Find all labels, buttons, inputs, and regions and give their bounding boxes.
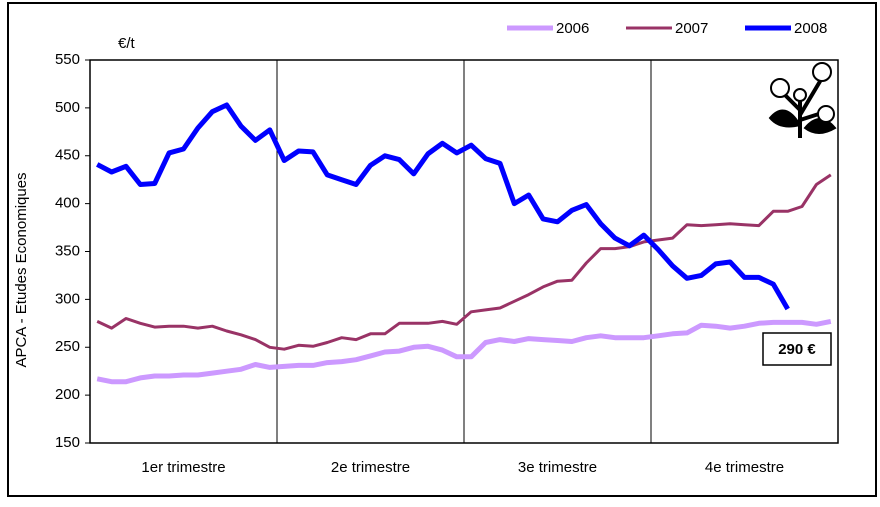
annotation: 290 € (778, 341, 816, 358)
x-tick-label: 1er trimestre (141, 459, 225, 476)
frame (8, 3, 876, 496)
y-tick-label: 450 (55, 147, 80, 164)
y-tick-label: 350 (55, 242, 80, 259)
x-tick-label: 4e trimestre (705, 459, 784, 476)
x-tick-label: 3e trimestre (518, 459, 597, 476)
y-tick-label: 400 (55, 195, 80, 212)
y-tick-label: 550 (55, 51, 80, 68)
y-tick-label: 300 (55, 290, 80, 307)
legend-label: 2007 (675, 20, 708, 37)
source-label: APCA - Etudes Economiques (13, 172, 30, 367)
y-tick-label: 500 (55, 99, 80, 116)
y-tick-label: 150 (55, 434, 80, 451)
legend-label: 2008 (794, 20, 827, 37)
page: {"chart_data": {"type": "line", "y_label… (0, 0, 880, 507)
x-tick-label: 2e trimestre (331, 459, 410, 476)
y-unit: €/t (118, 35, 136, 52)
chart: €/t APCA - Etudes Economiques 1er trimes… (0, 0, 880, 502)
y-tick-label: 250 (55, 338, 80, 355)
y-tick-label: 200 (55, 386, 80, 403)
legend-label: 2006 (556, 20, 589, 37)
